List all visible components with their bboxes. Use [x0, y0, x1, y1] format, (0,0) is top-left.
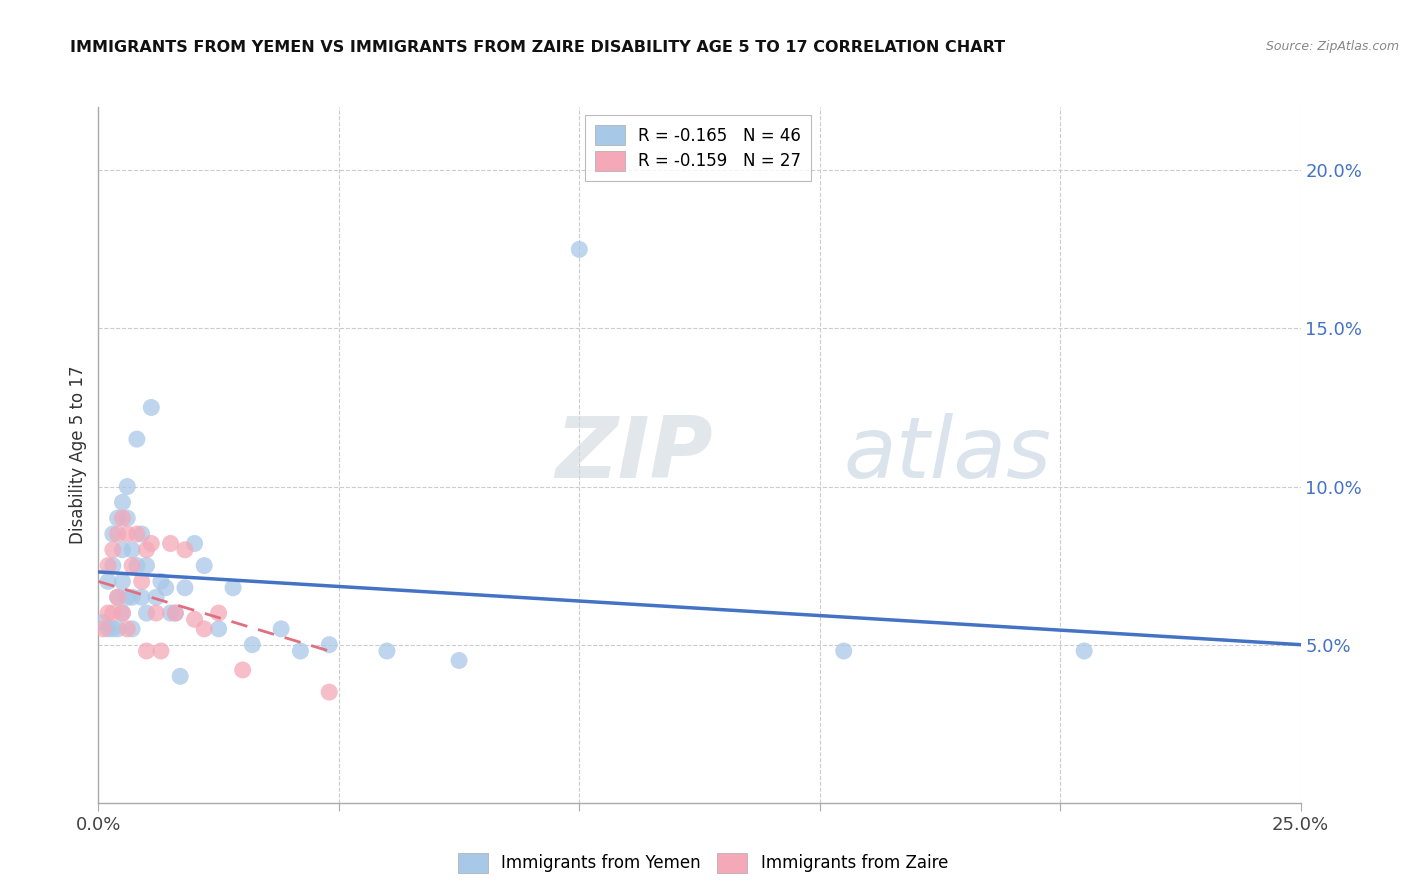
Point [91, 622, 114, 636]
Point [165, 606, 187, 620]
Text: ZIP: ZIP [555, 413, 713, 497]
Point [240, 638, 263, 652]
Point [174, 542, 197, 557]
Point [97, 574, 120, 589]
Point [232, 663, 254, 677]
Point [111, 542, 134, 557]
Point [111, 495, 134, 509]
Point [101, 542, 124, 557]
Point [121, 622, 143, 636]
Text: Source: ZipAtlas.com: Source: ZipAtlas.com [1265, 40, 1399, 54]
Point [318, 638, 340, 652]
Point [183, 536, 205, 550]
Point [447, 653, 470, 667]
Point [111, 511, 134, 525]
Point [91, 615, 114, 630]
Point [135, 542, 157, 557]
Point [131, 574, 153, 589]
Point [174, 581, 197, 595]
Point [135, 644, 157, 658]
Point [111, 606, 134, 620]
Point [169, 669, 191, 683]
Point [318, 685, 340, 699]
Point [107, 527, 129, 541]
Text: IMMIGRANTS FROM YEMEN VS IMMIGRANTS FROM ZAIRE DISABILITY AGE 5 TO 17 CORRELATIO: IMMIGRANTS FROM YEMEN VS IMMIGRANTS FROM… [70, 40, 1005, 55]
Point [107, 622, 129, 636]
Point [121, 591, 143, 605]
Point [101, 622, 124, 636]
Point [208, 606, 231, 620]
Point [117, 591, 139, 605]
Point [832, 644, 855, 658]
Point [141, 401, 163, 415]
Point [290, 644, 312, 658]
Y-axis label: Disability Age 5 to 17: Disability Age 5 to 17 [69, 366, 87, 544]
Point [135, 606, 157, 620]
Point [117, 479, 139, 493]
Point [117, 622, 139, 636]
Point [375, 644, 398, 658]
Text: atlas: atlas [844, 413, 1052, 497]
Point [193, 558, 215, 573]
Point [145, 606, 167, 620]
Point [97, 558, 120, 573]
Point [101, 527, 124, 541]
Point [117, 511, 139, 525]
Point [97, 606, 120, 620]
Point [208, 622, 231, 636]
Point [159, 536, 181, 550]
Point [1073, 644, 1095, 658]
Point [131, 591, 153, 605]
Point [270, 622, 292, 636]
Point [165, 606, 187, 620]
Point [145, 591, 167, 605]
Point [111, 606, 134, 620]
Legend: Immigrants from Yemen, Immigrants from Zaire: Immigrants from Yemen, Immigrants from Z… [451, 847, 955, 880]
Point [107, 591, 129, 605]
Point [149, 644, 172, 658]
Point [121, 542, 143, 557]
Point [125, 527, 148, 541]
Legend: R = -0.165   N = 46, R = -0.159   N = 27: R = -0.165 N = 46, R = -0.159 N = 27 [585, 115, 811, 180]
Point [159, 606, 181, 620]
Point [101, 606, 124, 620]
Point [125, 558, 148, 573]
Point [135, 558, 157, 573]
Point [121, 558, 143, 573]
Point [149, 574, 172, 589]
Point [141, 536, 163, 550]
Point [155, 581, 177, 595]
Point [97, 622, 120, 636]
Point [222, 581, 245, 595]
Point [193, 622, 215, 636]
Point [125, 432, 148, 446]
Point [107, 591, 129, 605]
Point [117, 527, 139, 541]
Point [183, 612, 205, 626]
Point [101, 558, 124, 573]
Point [111, 574, 134, 589]
Point [568, 243, 591, 257]
Point [107, 511, 129, 525]
Point [131, 527, 153, 541]
